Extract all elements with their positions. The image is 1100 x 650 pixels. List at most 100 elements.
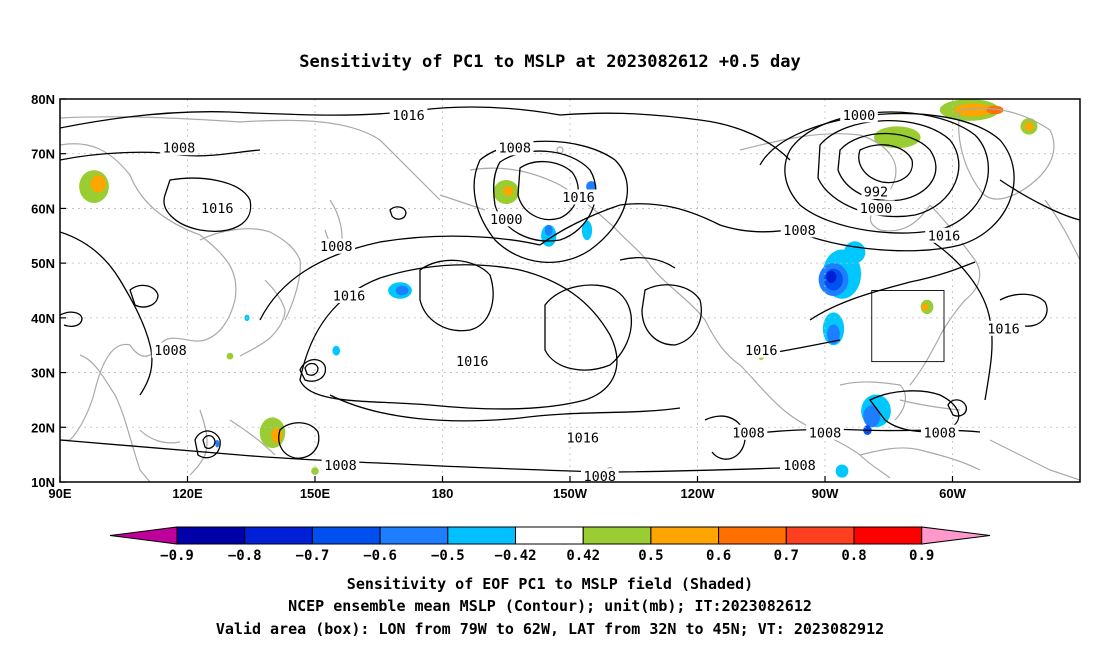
contour-label: 1016 [987,321,1020,337]
shaded-patch [503,185,514,196]
contour-label: 992 [864,185,888,201]
contour-label-background [559,189,598,205]
contour-label: 1000 [490,212,523,228]
contour-label: 1016 [456,354,489,370]
colorbar-label: −0.8 [228,548,262,564]
colorbar-segment [650,526,720,545]
contour-label-background [780,222,819,238]
shaded-patch [226,352,234,360]
colorbar-segment [853,526,923,545]
shaded-patch [826,270,837,283]
contour-label: 1000 [843,108,876,124]
colorbar-segment [311,526,381,545]
colorbar-label: −0.6 [363,548,397,564]
contour-label-background [453,353,492,369]
coastlines [60,107,1080,482]
contour-label-background [729,424,768,440]
contour-label: 1016 [745,343,778,359]
lon-tick-label: 150W [553,486,588,501]
contour-label-background [563,430,602,446]
contour-label-background [861,184,891,200]
shaded-patch [1024,121,1034,131]
shaded-patch [954,103,993,117]
shaded-patch [835,464,849,478]
contour-label: 1016 [201,201,234,217]
contour-label-background [780,457,819,473]
contour-label: 1016 [928,228,961,244]
colorbar-segment [447,526,516,545]
colorbar-segment [176,526,246,545]
colorbar-label: 0.8 [841,548,866,564]
colorbar-segment [515,526,584,545]
colorbar-segment [379,526,449,545]
colorbar-segment [244,526,313,545]
colorbar-arrow-left [109,526,178,545]
caption-line-2: NCEP ensemble mean MSLP (Contour); unit(… [288,597,812,615]
colorbar-label: −0.9 [160,548,194,564]
lon-tick-label: 60W [939,486,966,501]
map-plot-area: 1016 1008 1016 1008 1000 1016 1008 1016 1008 1016… [59,98,1081,485]
lon-tick-label: 120E [172,486,203,501]
mslp-contours [60,106,1080,473]
contour-label-background [580,468,619,484]
contour-label-background [487,211,526,227]
contour-label-background [330,287,368,303]
colorbar: −0.9 −0.8 −0.7 −0.6 −0.5 −0.42 0.42 0.5 0.6 0.7 0.… [109,526,991,564]
colorbar-segment [785,526,855,545]
colorbar-label: 0.5 [638,548,663,564]
lat-tick-label: 80N [31,92,55,107]
colorbar-segment [718,526,787,545]
contour-label-background [495,140,534,156]
lon-tick-label: 120W [681,486,716,501]
shaded-patch [844,241,866,264]
axis-tick-labels: 90E 120E 150E 180 150W 120W 90W 60W 80N 70N 60N 50N… [31,92,966,501]
contour-label: 1008 [320,239,353,255]
contour-label: 1008 [783,223,816,239]
lat-tick-label: 30N [31,366,55,381]
lat-tick-label: 10N [31,475,55,490]
colorbar-segment [582,526,652,545]
contour-label-background [151,342,190,358]
contour-label: 1008 [809,425,842,441]
contour-label: 1016 [392,108,425,124]
figure-title: Sensitivity of PC1 to MSLP at 2023082612… [299,52,801,72]
contour-label: 1008 [583,469,616,485]
shaded-patch [863,405,881,428]
shaded-patch [586,181,597,193]
colorbar-label: −0.42 [494,548,536,564]
contour-label: 1016 [566,431,599,447]
shaded-patch [395,285,409,296]
contour-labels: 1016 1008 1016 1008 1000 1016 1008 1016 1008 1016… [151,107,1023,485]
caption-line-1: Sensitivity of EOF PC1 to MSLP field (Sh… [347,575,753,593]
colorbar-label: −0.5 [431,548,465,564]
shaded-patch [90,175,106,193]
lat-tick-label: 20N [31,420,55,435]
shaded-patch [544,224,553,236]
contour-label-background [742,342,781,358]
lon-tick-label: 180 [432,486,454,501]
shaded-patch [827,324,840,345]
lon-tick-label: 90E [48,486,71,501]
contour-label-background [198,200,237,216]
contour-label: 1008 [163,141,196,157]
contour-label-background [321,457,360,473]
contour-label: 1008 [498,141,531,157]
contour-label: 1000 [860,201,893,217]
contour-label-background [160,140,198,156]
colorbar-label: 0.42 [566,548,600,564]
contour-label-background [389,107,428,123]
lat-tick-label: 50N [31,256,55,271]
contour-label: 1008 [783,458,816,474]
contour-label: 1008 [923,425,956,441]
shaded-patch [873,126,921,149]
colorbar-label: 0.9 [909,548,934,564]
contour-label-background [984,320,1023,336]
shaded-patch [215,439,220,448]
lat-tick-label: 40N [31,311,55,326]
contour-label-background [920,424,959,440]
shaded-patch [921,303,928,311]
valid-area-box [871,290,945,363]
contour-label-background [925,227,963,243]
colorbar-arrow-right [921,526,991,545]
